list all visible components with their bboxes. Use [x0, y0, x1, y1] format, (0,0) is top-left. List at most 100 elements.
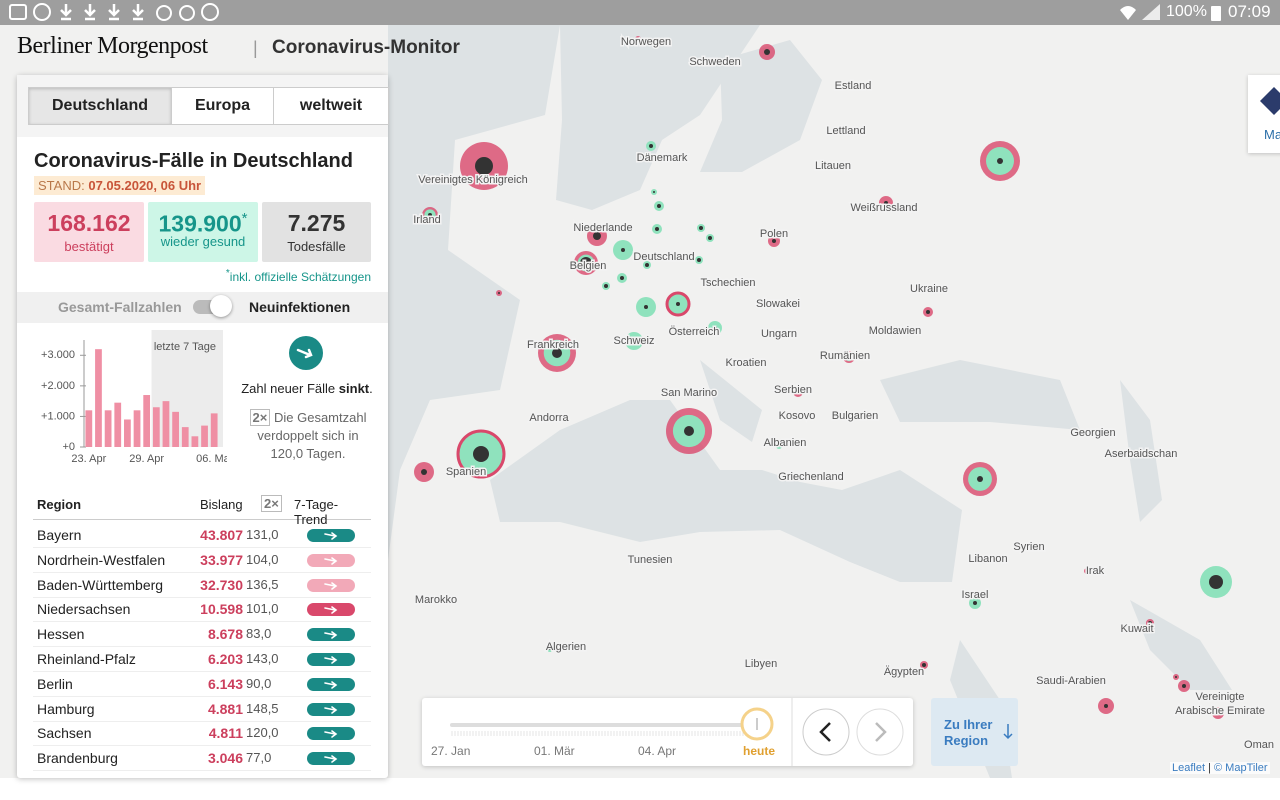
col-header: 2× — [261, 495, 282, 512]
death-dot — [473, 446, 489, 462]
region-name: Hessen — [37, 626, 85, 643]
tab[interactable]: Deutschland — [28, 87, 172, 125]
chart-annotation: letzte 7 Tage — [154, 341, 216, 353]
map-label: Kuwait — [1120, 623, 1153, 635]
death-dot — [676, 302, 680, 306]
map-label: San Marino — [661, 387, 717, 399]
trend-arrow — [324, 606, 338, 615]
region-name: Sachsen — [37, 725, 92, 742]
attribution-link[interactable]: © MapTiler — [1214, 762, 1268, 774]
doubling-days: 90,0 — [246, 675, 272, 691]
map-label: Lettland — [826, 125, 865, 137]
death-dot — [621, 248, 625, 252]
death-dot — [764, 49, 770, 55]
status-bar: 100% 07:09 — [0, 0, 1280, 25]
death-dot — [708, 236, 712, 240]
tab[interactable]: weltweit — [273, 87, 389, 125]
table-row: Brandenburg 3.046 77,0 — [33, 746, 371, 772]
battery: 100% — [1166, 3, 1207, 20]
death-dot — [713, 326, 717, 330]
death-dot — [1216, 711, 1220, 715]
trend-pill — [307, 553, 355, 567]
map[interactable]: Norwegen Schweden Estland Lettland Dänemark L… — [0, 25, 1280, 778]
new-cases-chart: letzte 7 Tage +0 +1.000 +2.000 +3.000 23. Apr… — [41, 330, 227, 465]
trend-arrow — [324, 755, 338, 763]
trend-pill — [307, 677, 355, 691]
bar — [124, 419, 131, 447]
y-tick-label: +1.000 — [41, 410, 75, 422]
death-dot — [498, 292, 500, 294]
table-row: Rheinland-Pfalz 6.203 143,0 — [33, 647, 371, 672]
trend-arrow — [324, 730, 338, 739]
map-label: Schweden — [689, 56, 740, 68]
bar — [210, 413, 218, 447]
tab[interactable]: Europa — [171, 87, 274, 125]
death-dot — [1104, 704, 1108, 708]
doubling-days: 148,5 — [246, 700, 279, 716]
map-label: Moldawien — [869, 325, 922, 337]
death-dot — [552, 348, 562, 358]
map-label: Oman — [1244, 739, 1274, 751]
table-row: Bayern 43.807 131,0 — [33, 523, 371, 548]
toggle-row: Gesamt-Fallzahlen Neuinfektionen — [17, 292, 388, 323]
map-label: Syrien — [1013, 541, 1044, 553]
death-dot — [475, 157, 493, 175]
brand[interactable]: Berliner Morgenpost — [17, 33, 208, 59]
stat-label: bestätigt — [64, 239, 114, 254]
case-count: 6.203 — [207, 651, 243, 667]
region-button-line: Region — [944, 733, 989, 748]
region-name: Berlin — [37, 675, 73, 692]
case-count: 8.678 — [207, 626, 243, 643]
map-label: Vereinigtes Königreich — [418, 174, 527, 186]
death-dot — [632, 339, 636, 343]
toggle-knob[interactable] — [210, 295, 232, 317]
region-name: Brandenburg — [37, 750, 118, 767]
map-label: Österreich — [669, 326, 720, 338]
map-label: Tschechien — [700, 277, 755, 289]
map-label: Ukraine — [910, 283, 948, 295]
death-dot — [421, 469, 427, 475]
death-dot — [1148, 621, 1152, 625]
map-label: Libanon — [968, 553, 1007, 565]
death-dot — [926, 310, 930, 314]
death-dot — [847, 355, 851, 359]
trend-pill — [307, 653, 355, 666]
death-dot — [778, 445, 780, 447]
stand-badge: STAND: 07.05.2020, 06 Uhr — [34, 176, 206, 195]
toggle-left[interactable]: Gesamt-Fallzahlen — [58, 299, 182, 315]
timeline-label[interactable]: heute — [743, 744, 776, 758]
table-header: Region Bislang 2× 7-Tage-Trend — [33, 489, 371, 527]
bar — [114, 402, 122, 447]
x-tick-label: 29. Apr — [129, 453, 164, 465]
table-row: Baden-Württemberg 32.730 136,5 — [33, 573, 371, 598]
trend-icon — [289, 336, 323, 370]
map-label: Marokko — [415, 594, 457, 606]
toggle-right[interactable]: Neuinfektionen — [249, 299, 351, 315]
death-dot — [637, 38, 639, 40]
attribution-link[interactable]: Leaflet — [1172, 762, 1206, 774]
col-header: 7-Tage-Trend — [294, 497, 339, 527]
y-tick-label: +0 — [62, 441, 75, 453]
region-button[interactable]: Zu Ihrer Region — [931, 698, 1018, 766]
map-label: Schweiz — [614, 335, 655, 347]
bar — [181, 427, 189, 447]
map-label: Niederlande — [573, 222, 632, 234]
doubling-days: 120,0 — [246, 725, 279, 741]
death-dot — [1175, 676, 1177, 678]
map-label: Irak — [1086, 565, 1105, 577]
trend-arrow — [324, 705, 338, 714]
doubling-text: 2× Die Gesamtzahl verdoppelt sich in 120… — [247, 409, 369, 463]
map-label: Ungarn — [761, 328, 797, 340]
doubling-days: 104,0 — [246, 551, 279, 567]
trend-arrow — [324, 656, 338, 664]
attribution: Leaflet | © MapTiler — [1170, 762, 1270, 774]
partner-logo[interactable]: Ma — [1248, 75, 1280, 153]
trend-emphasis: sinkt — [338, 381, 370, 396]
timeline: 27. Jan 01. Mär 04. Apr heute — [422, 698, 913, 766]
header-separator: | — [253, 38, 258, 58]
panel-title: Coronavirus-Fälle in Deutschland — [34, 150, 353, 172]
case-count: 43.807 — [200, 527, 243, 543]
case-count: 32.730 — [200, 576, 243, 593]
trend-arrow — [324, 680, 338, 689]
map-label: Kosovo — [779, 410, 816, 422]
